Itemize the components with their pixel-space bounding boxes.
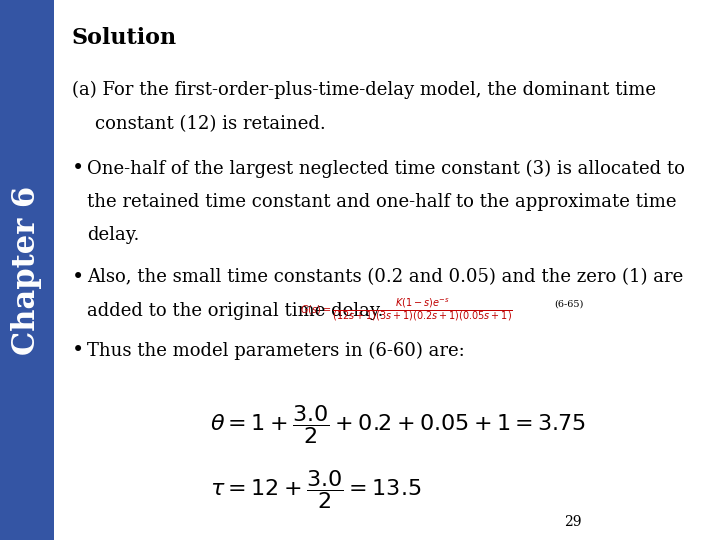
Text: $\tau = 12 + \dfrac{3.0}{2} = 13.5$: $\tau = 12 + \dfrac{3.0}{2} = 13.5$ [210,468,421,511]
Text: Thus the model parameters in (6-60) are:: Thus the model parameters in (6-60) are: [87,341,464,360]
Text: (a) For the first-order-plus-time-delay model, the dominant time: (a) For the first-order-plus-time-delay … [72,81,656,99]
Text: •: • [72,268,84,287]
Text: Also, the small time constants (0.2 and 0.05) and the zero (1) are: Also, the small time constants (0.2 and … [87,268,683,286]
Text: (6-65): (6-65) [554,299,584,308]
Text: •: • [72,341,84,360]
Text: constant (12) is retained.: constant (12) is retained. [94,115,325,133]
Text: •: • [72,159,84,178]
FancyBboxPatch shape [0,0,54,540]
Text: Solution: Solution [72,27,177,49]
Text: added to the original time delay.: added to the original time delay. [87,302,383,320]
Text: 29: 29 [564,515,581,529]
Text: Chapter 6: Chapter 6 [12,185,42,355]
Text: the retained time constant and one-half to the approximate time: the retained time constant and one-half … [87,193,676,211]
Text: delay.: delay. [87,226,139,244]
Text: $G(s) = \dfrac{K(1-s)e^{-s}}{(12s+1)(3s+1)(0.2s+1)(0.05s+1)}$: $G(s) = \dfrac{K(1-s)e^{-s}}{(12s+1)(3s+… [300,296,513,323]
Text: One-half of the largest neglected time constant (3) is allocated to: One-half of the largest neglected time c… [87,159,685,178]
Text: $\theta = 1 + \dfrac{3.0}{2} + 0.2 + 0.05 + 1 = 3.75$: $\theta = 1 + \dfrac{3.0}{2} + 0.2 + 0.0… [210,403,585,447]
